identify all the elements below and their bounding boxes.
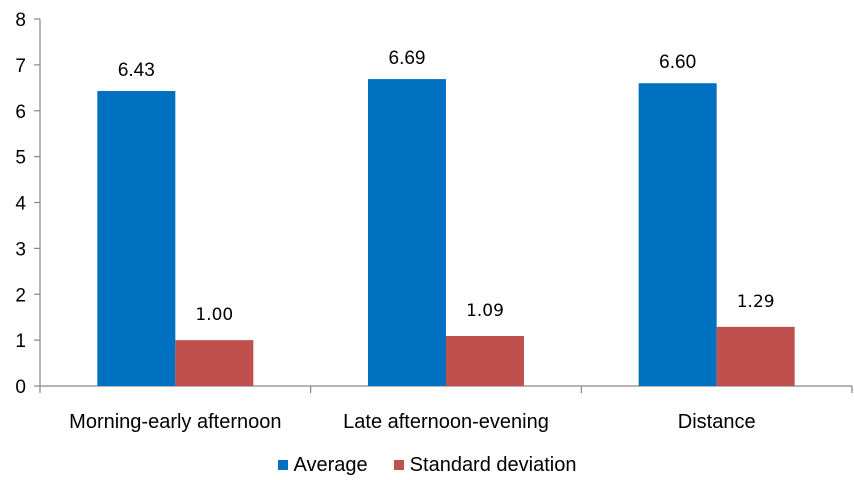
data-labels: 6.43 6.69 6.60 1.00 1.09 1.29	[118, 48, 775, 325]
y-tick-label: 6	[15, 102, 26, 123]
y-tick-label: 4	[15, 194, 26, 215]
bars	[97, 79, 795, 387]
data-label-average-2: 6.60	[659, 52, 696, 73]
legend: Average Standard deviation	[0, 452, 854, 478]
legend-swatch-standard-deviation	[393, 460, 404, 470]
y-axis: 0 1 2 3 4 5 6 7 8	[15, 10, 41, 398]
y-tick-label: 0	[15, 377, 26, 398]
bar-average-0	[97, 91, 176, 387]
x-tick-label: Late afternoon-evening	[343, 411, 549, 433]
bar-average-2	[638, 83, 717, 386]
data-label-standard-deviation-0: 1.00	[195, 305, 233, 325]
y-tick-label: 1	[15, 331, 26, 352]
bar-standard-deviation-1	[446, 335, 524, 386]
legend-item-standard-deviation: Standard deviation	[393, 453, 577, 477]
legend-swatch-average	[277, 460, 288, 470]
bar-chart: 0 1 2 3 4 5 6 7 8 Morning-early afternoon Late af…	[15, 10, 853, 433]
y-tick-label: 8	[15, 10, 26, 31]
y-tick-label: 5	[15, 148, 26, 169]
data-label-average-0: 6.43	[118, 60, 155, 81]
data-label-standard-deviation-1: 1.09	[466, 301, 504, 321]
legend-item-average: Average	[277, 453, 368, 477]
x-tick-label: Distance	[678, 411, 756, 433]
legend-label-standard-deviation: Standard deviation	[409, 453, 577, 476]
bar-standard-deviation-0	[175, 340, 254, 386]
legend-label-average: Average	[293, 453, 368, 476]
y-tick-label: 2	[15, 285, 26, 306]
y-tick-label: 3	[15, 239, 26, 260]
x-axis: Morning-early afternoon Late afternoon-ev…	[39, 385, 853, 433]
y-tick-label: 7	[15, 56, 26, 77]
bar-average-1	[368, 79, 446, 386]
x-tick-label: Morning-early afternoon	[69, 411, 281, 433]
data-label-standard-deviation-2: 1.29	[737, 292, 775, 312]
data-label-average-1: 6.69	[389, 48, 426, 69]
bar-standard-deviation-2	[716, 326, 795, 386]
